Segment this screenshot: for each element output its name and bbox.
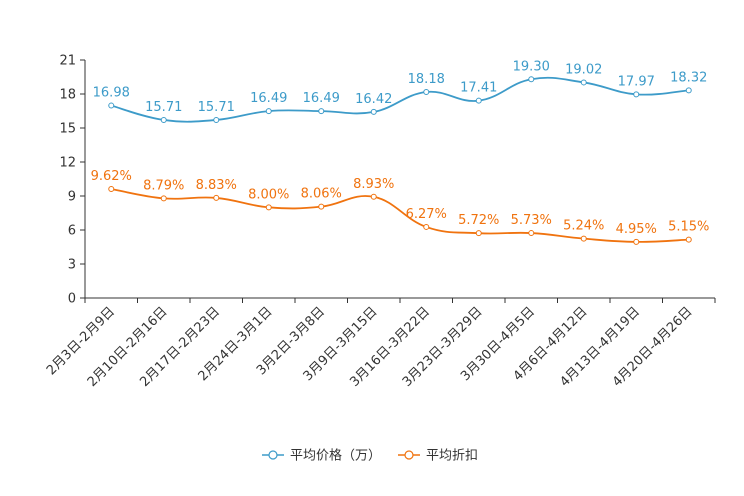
y-tick-label: 21 [59,54,76,69]
data-point [475,97,482,104]
legend-marker-1 [268,450,278,460]
data-point [633,238,640,245]
data-label: 8.93% [353,177,394,192]
series-line-1 [111,76,689,123]
data-point [213,116,220,123]
data-point [370,108,377,115]
y-tick-label: 3 [68,258,76,273]
data-label: 17.97 [618,74,655,89]
data-label: 9.62% [91,169,132,184]
data-point [423,223,430,230]
data-point [685,87,692,94]
y-tick-label: 9 [68,190,76,205]
data-label: 16.49 [250,91,287,106]
y-tick-label: 15 [59,122,76,137]
data-point [423,88,430,95]
data-point [475,230,482,237]
data-label: 18.18 [408,72,445,87]
data-point [160,195,167,202]
data-label: 8.00% [248,187,289,202]
data-label: 8.83% [196,178,237,193]
data-label: 5.15% [668,220,709,235]
data-point [265,108,272,115]
data-label: 16.42 [355,92,392,107]
data-label: 16.49 [303,91,340,106]
data-point [108,102,115,109]
data-label: 15.71 [198,100,235,115]
y-tick-label: 12 [59,156,76,171]
data-label: 16.98 [93,86,130,101]
data-point [318,108,325,115]
legend-marker-2 [404,450,414,460]
data-point [633,91,640,98]
data-label: 5.24% [563,219,604,234]
data-label: 4.95% [616,222,657,237]
data-point [528,76,535,83]
data-point [580,235,587,242]
data-label: 18.32 [670,70,707,85]
y-tick-label: 18 [59,88,76,103]
legend-label-1: 平均价格（万） [290,448,381,464]
data-point [685,236,692,243]
data-label: 15.71 [145,100,182,115]
data-label: 19.30 [513,59,550,74]
data-point [528,230,535,237]
data-label: 8.06% [301,187,342,202]
data-point [108,185,115,192]
data-point [160,116,167,123]
data-point [318,203,325,210]
data-label: 5.72% [458,213,499,228]
data-point [580,79,587,86]
data-point [213,194,220,201]
data-label: 5.73% [511,213,552,228]
y-tick-label: 0 [68,292,76,307]
data-label: 19.02 [565,62,602,77]
legend-label-2: 平均折扣 [426,449,478,464]
series-line-2 [111,188,689,243]
data-point [265,204,272,211]
y-tick-label: 6 [68,224,76,239]
data-point [370,193,377,200]
data-label: 6.27% [406,207,447,222]
data-label: 17.41 [460,81,497,96]
data-label: 8.79% [143,178,184,193]
